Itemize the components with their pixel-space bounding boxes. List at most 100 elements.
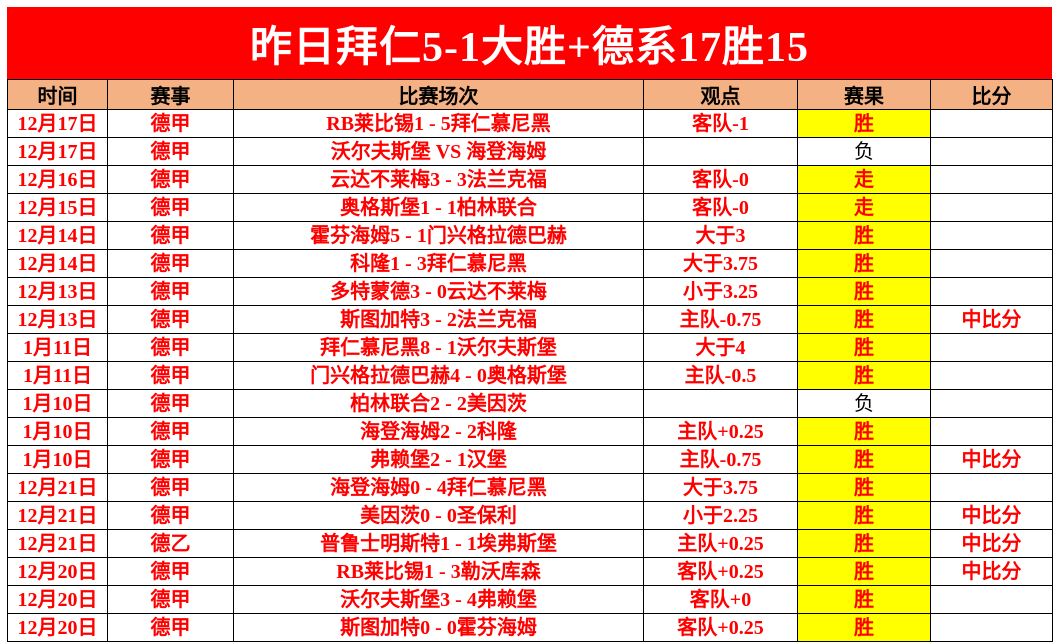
result-cell: 胜 (797, 361, 931, 390)
view-cell: 大于4 (643, 333, 798, 362)
match-cell: 云达不莱梅3 - 3法兰克福 (233, 165, 644, 194)
results-table: 时间 赛事 比赛场次 观点 赛果 比分 12月17日 德甲 RB莱比锡1 - 5… (7, 79, 1053, 642)
view-cell: 大于3.75 (643, 473, 798, 502)
score-cell (930, 193, 1053, 222)
view-cell: 客队-0 (643, 165, 798, 194)
match-cell: 科隆1 - 3拜仁慕尼黑 (233, 249, 644, 278)
league-cell: 德甲 (107, 249, 234, 278)
result-cell: 胜 (797, 109, 931, 138)
banner-title: 昨日拜仁5-1大胜+德系17胜15 (250, 24, 809, 71)
score-cell: 中比分 (930, 445, 1053, 474)
league-cell: 德甲 (107, 165, 234, 194)
view-cell: 客队-1 (643, 109, 798, 138)
score-cell (930, 417, 1053, 446)
date-cell: 12月21日 (7, 501, 108, 530)
result-cell: 胜 (797, 249, 931, 278)
date-cell: 12月14日 (7, 221, 108, 250)
league-cell: 德甲 (107, 585, 234, 614)
league-cell: 德甲 (107, 109, 234, 138)
score-cell (930, 137, 1053, 166)
result-cell: 走 (797, 165, 931, 194)
table-row: 12月17日 德甲 RB莱比锡1 - 5拜仁慕尼黑 客队-1 胜 (7, 109, 1053, 138)
result-cell: 胜 (797, 501, 931, 530)
date-cell: 1月10日 (7, 417, 108, 446)
match-cell: 斯图加特3 - 2法兰克福 (233, 305, 644, 334)
date-cell: 12月20日 (7, 585, 108, 614)
score-cell: 中比分 (930, 529, 1053, 558)
date-cell: 12月21日 (7, 529, 108, 558)
score-cell: 中比分 (930, 305, 1053, 334)
match-cell: 拜仁慕尼黑8 - 1沃尔夫斯堡 (233, 333, 644, 362)
league-cell: 德甲 (107, 193, 234, 222)
result-cell: 胜 (797, 333, 931, 362)
league-cell: 德乙 (107, 529, 234, 558)
date-cell: 12月15日 (7, 193, 108, 222)
match-cell: 弗赖堡2 - 1汉堡 (233, 445, 644, 474)
table-row: 12月14日 德甲 科隆1 - 3拜仁慕尼黑 大于3.75 胜 (7, 249, 1053, 278)
result-cell: 胜 (797, 417, 931, 446)
view-cell (643, 137, 798, 166)
match-cell: 普鲁士明斯特1 - 1埃弗斯堡 (233, 529, 644, 558)
view-cell: 大于3 (643, 221, 798, 250)
date-cell: 12月17日 (7, 137, 108, 166)
league-cell: 德甲 (107, 137, 234, 166)
view-cell: 小于2.25 (643, 501, 798, 530)
league-cell: 德甲 (107, 613, 234, 642)
spreadsheet: 昨日拜仁5-1大胜+德系17胜15 时间 赛事 比赛场次 观点 赛果 比分 12… (7, 7, 1053, 642)
date-cell: 1月10日 (7, 389, 108, 418)
match-cell: 多特蒙德3 - 0云达不莱梅 (233, 277, 644, 306)
result-cell: 胜 (797, 529, 931, 558)
date-cell: 12月20日 (7, 557, 108, 586)
match-cell: 沃尔夫斯堡 VS 海登海姆 (233, 137, 644, 166)
match-cell: RB莱比锡1 - 3勒沃库森 (233, 557, 644, 586)
result-cell: 胜 (797, 585, 931, 614)
league-cell: 德甲 (107, 445, 234, 474)
league-cell: 德甲 (107, 361, 234, 390)
score-cell (930, 613, 1053, 642)
match-cell: 霍芬海姆5 - 1门兴格拉德巴赫 (233, 221, 644, 250)
league-cell: 德甲 (107, 417, 234, 446)
table-row: 1月11日 德甲 门兴格拉德巴赫4 - 0奥格斯堡 主队-0.5 胜 (7, 361, 1053, 390)
match-cell: 门兴格拉德巴赫4 - 0奥格斯堡 (233, 361, 644, 390)
table-row: 12月13日 德甲 斯图加特3 - 2法兰克福 主队-0.75 胜 中比分 (7, 305, 1053, 334)
view-cell: 主队+0.25 (643, 529, 798, 558)
league-cell: 德甲 (107, 221, 234, 250)
view-cell: 主队+0.25 (643, 417, 798, 446)
result-cell: 负 (797, 389, 931, 418)
match-cell: 奥格斯堡1 - 1柏林联合 (233, 193, 644, 222)
result-cell: 胜 (797, 445, 931, 474)
table-row: 12月21日 德甲 海登海姆0 - 4拜仁慕尼黑 大于3.75 胜 (7, 473, 1053, 502)
date-cell: 1月11日 (7, 361, 108, 390)
table-row: 1月11日 德甲 拜仁慕尼黑8 - 1沃尔夫斯堡 大于4 胜 (7, 333, 1053, 362)
date-cell: 12月16日 (7, 165, 108, 194)
table-header-row: 时间 赛事 比赛场次 观点 赛果 比分 (7, 79, 1053, 110)
table-row: 12月15日 德甲 奥格斯堡1 - 1柏林联合 客队-0 走 (7, 193, 1053, 222)
view-cell: 客队+0.25 (643, 557, 798, 586)
score-cell (930, 333, 1053, 362)
column-header-time: 时间 (7, 79, 108, 110)
column-header-score: 比分 (930, 79, 1053, 110)
date-cell: 1月11日 (7, 333, 108, 362)
match-cell: 沃尔夫斯堡3 - 4弗赖堡 (233, 585, 644, 614)
result-cell: 胜 (797, 277, 931, 306)
result-cell: 胜 (797, 613, 931, 642)
league-cell: 德甲 (107, 333, 234, 362)
table-row: 1月10日 德甲 海登海姆2 - 2科隆 主队+0.25 胜 (7, 417, 1053, 446)
league-cell: 德甲 (107, 277, 234, 306)
table-row: 12月17日 德甲 沃尔夫斯堡 VS 海登海姆 负 (7, 137, 1053, 166)
result-cell: 胜 (797, 473, 931, 502)
match-cell: 海登海姆2 - 2科隆 (233, 417, 644, 446)
match-cell: RB莱比锡1 - 5拜仁慕尼黑 (233, 109, 644, 138)
view-cell: 主队-0.5 (643, 361, 798, 390)
view-cell: 小于3.25 (643, 277, 798, 306)
score-cell (930, 361, 1053, 390)
table-row: 1月10日 德甲 弗赖堡2 - 1汉堡 主队-0.75 胜 中比分 (7, 445, 1053, 474)
score-cell (930, 165, 1053, 194)
result-cell: 胜 (797, 221, 931, 250)
date-cell: 12月14日 (7, 249, 108, 278)
result-cell: 负 (797, 137, 931, 166)
result-cell: 胜 (797, 305, 931, 334)
view-cell (643, 389, 798, 418)
view-cell: 客队+0 (643, 585, 798, 614)
score-cell (930, 109, 1053, 138)
